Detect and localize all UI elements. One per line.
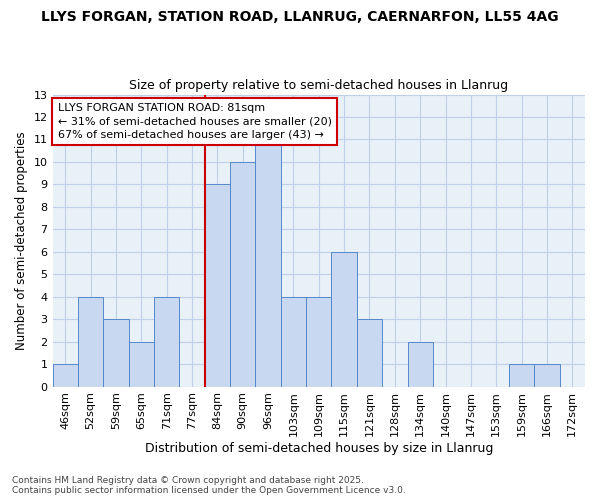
- Bar: [331, 252, 357, 386]
- Bar: [103, 319, 128, 386]
- Y-axis label: Number of semi-detached properties: Number of semi-detached properties: [15, 132, 28, 350]
- Bar: [78, 296, 103, 386]
- Bar: [281, 296, 306, 386]
- Text: Contains HM Land Registry data © Crown copyright and database right 2025.
Contai: Contains HM Land Registry data © Crown c…: [12, 476, 406, 495]
- Bar: [407, 342, 433, 386]
- Bar: [205, 184, 230, 386]
- Bar: [53, 364, 78, 386]
- Text: LLYS FORGAN STATION ROAD: 81sqm
← 31% of semi-detached houses are smaller (20)
6: LLYS FORGAN STATION ROAD: 81sqm ← 31% of…: [58, 104, 332, 140]
- Title: Size of property relative to semi-detached houses in Llanrug: Size of property relative to semi-detach…: [129, 79, 508, 92]
- Text: LLYS FORGAN, STATION ROAD, LLANRUG, CAERNARFON, LL55 4AG: LLYS FORGAN, STATION ROAD, LLANRUG, CAER…: [41, 10, 559, 24]
- Bar: [357, 319, 382, 386]
- Bar: [306, 296, 331, 386]
- Bar: [128, 342, 154, 386]
- Bar: [256, 140, 281, 386]
- Bar: [154, 296, 179, 386]
- Bar: [509, 364, 534, 386]
- X-axis label: Distribution of semi-detached houses by size in Llanrug: Distribution of semi-detached houses by …: [145, 442, 493, 455]
- Bar: [534, 364, 560, 386]
- Bar: [230, 162, 256, 386]
